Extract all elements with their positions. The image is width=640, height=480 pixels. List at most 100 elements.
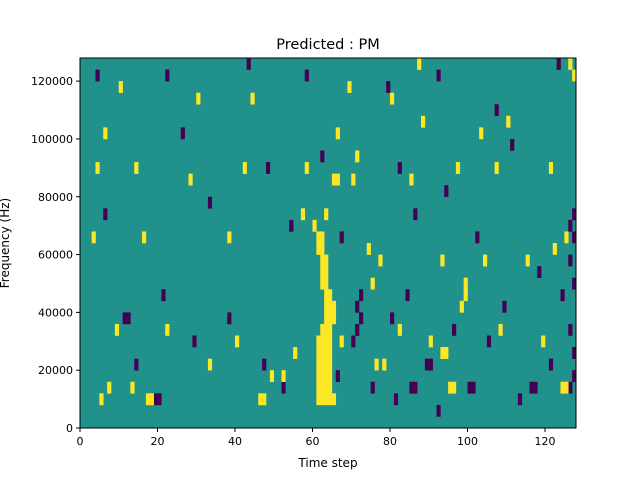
plot-area (79, 57, 577, 429)
heatmap-cell-low-12 (471, 381, 476, 394)
heatmap-cell-low-13 (409, 381, 414, 394)
heatmap-cell-high-109 (428, 335, 433, 348)
y-tick-label-5: 100000 (31, 133, 73, 146)
heatmap-cell-low-49 (192, 335, 197, 348)
heatmap-cell-high-75 (103, 127, 108, 140)
heatmap-cell-high-94 (91, 231, 96, 244)
heatmap-cell-low-51 (335, 370, 340, 383)
y-tick-label-6: 120000 (31, 75, 73, 88)
heatmap-cell-high-74 (281, 370, 286, 383)
heatmap-cell-high-86 (188, 173, 193, 186)
heatmap-cell-high-96 (227, 231, 232, 244)
heatmap-cell-high-88 (304, 162, 309, 174)
heatmap-cell-high-35 (328, 289, 333, 302)
heatmap-cell-high-19 (324, 347, 329, 359)
heatmap-cell-low-26 (126, 312, 131, 325)
heatmap-cell-high-25 (320, 323, 325, 336)
heatmap-cell-high-62 (382, 358, 387, 371)
heatmap-cell-low-9 (529, 381, 534, 394)
heatmap-cell-low-29 (246, 58, 251, 70)
heatmap-cell-low-40 (510, 138, 515, 151)
y-tick-label-2: 40000 (38, 306, 73, 319)
heatmap-cell-low-34 (556, 58, 561, 70)
heatmap-cell-low-15 (424, 358, 430, 371)
heatmap-cell-low-59 (436, 404, 441, 417)
heatmap-cell-low-54 (502, 300, 507, 313)
heatmap-cell-low-17 (351, 335, 356, 348)
heatmap-cell-high-79 (347, 81, 352, 93)
x-tick-label-0: 0 (77, 435, 84, 448)
heatmap-cell-high-61 (374, 358, 379, 371)
heatmap-cell-low-1 (568, 219, 573, 232)
heatmap-cell-low-64 (560, 289, 565, 302)
heatmap-cell-low-42 (207, 196, 213, 209)
heatmap-cell-low-32 (436, 69, 441, 82)
heatmap-cell-high-114 (417, 58, 422, 70)
heatmap-cell-high-12 (328, 370, 333, 383)
heatmap-cell-low-33 (494, 104, 499, 117)
heatmap-cell-high-60 (444, 347, 449, 359)
heatmap-cell-high-99 (483, 254, 488, 267)
heatmap-cell-low-61 (405, 289, 410, 302)
heatmap-cell-low-23 (157, 393, 162, 406)
heatmap-cell-high-106 (293, 347, 298, 359)
x-tick-label-3: 60 (306, 435, 320, 448)
heatmap-cell-high-82 (479, 127, 484, 140)
heatmap-cell-low-21 (359, 289, 364, 302)
y-axis-label: Frequency (Hz) (0, 198, 12, 289)
heatmap-cell-high-3 (328, 393, 333, 406)
heatmap-cell-low-57 (281, 381, 286, 394)
heatmap-cell-high-113 (572, 69, 577, 82)
heatmap-cell-high-10 (320, 370, 325, 383)
heatmap-cell-high-5 (316, 381, 321, 394)
heatmap-cell-high-30 (331, 312, 337, 325)
heatmap-cell-high-41 (324, 254, 329, 267)
heatmap-cell-high-105 (235, 335, 240, 348)
heatmap-cell-low-53 (452, 323, 457, 336)
heatmap-cell-low-50 (262, 358, 267, 371)
heatmap-cell-high-20 (328, 347, 333, 359)
heatmap-cell-high-8 (328, 381, 333, 394)
heatmap-cell-high-91 (455, 162, 461, 174)
heatmap-cell-high-23 (324, 335, 329, 348)
heatmap-cell-high-14 (320, 358, 325, 371)
heatmap-cell-high-39 (324, 266, 329, 278)
x-tick-label-5: 100 (457, 435, 478, 448)
heatmap-cell-high-48 (331, 173, 337, 186)
heatmap-cell-high-37 (324, 277, 329, 290)
heatmap-cell-high-107 (339, 335, 344, 348)
x-axis: 0 20 40 60 80 100 120 (77, 428, 556, 448)
heatmap-cell-high-43 (320, 243, 325, 255)
chart-title: Predicted : PM (276, 37, 379, 53)
heatmap-cell-high-89 (355, 150, 360, 163)
heatmap-cell-high-77 (196, 92, 201, 105)
heatmap-cell-high-32 (328, 300, 333, 313)
heatmap-cell-high-49 (335, 173, 340, 186)
heatmap-cell-low-18 (355, 323, 360, 336)
heatmap-cell-high-54 (149, 393, 154, 406)
heatmap-cell-high-4 (331, 393, 337, 406)
heatmap-cell-high-95 (142, 231, 147, 244)
heatmap-cell-high-63 (370, 277, 375, 290)
y-axis: 0 20000 40000 60000 80000 100000 120000 (31, 75, 80, 435)
heatmap-cell-high-58 (564, 381, 569, 394)
heatmap-cell-high-92 (494, 162, 499, 174)
heatmap-cell-high-42 (316, 243, 321, 255)
heatmap-cell-high-51 (258, 393, 263, 406)
heatmap-cell-low-5 (568, 323, 573, 336)
heatmap-cell-low-25 (122, 312, 127, 325)
y-tick-label-1: 20000 (38, 364, 73, 377)
heatmap-cell-high-31 (324, 300, 329, 313)
heatmap-cell-high-78 (250, 92, 255, 105)
heatmap-cell-high-57 (560, 381, 565, 394)
heatmap-cell-high-2 (324, 393, 329, 406)
heatmap-cell-high-0 (316, 393, 321, 406)
heatmap-cell-high-59 (440, 347, 445, 359)
x-axis-label: Time step (297, 456, 357, 470)
heatmap-cell-high-73 (269, 370, 275, 383)
heatmap-cell-low-52 (393, 393, 399, 406)
heatmap-cell-high-45 (320, 231, 325, 244)
heatmap-cell-high-24 (328, 335, 333, 348)
y-tick-label-4: 80000 (38, 191, 73, 204)
heatmap-cell-high-22 (320, 335, 325, 348)
